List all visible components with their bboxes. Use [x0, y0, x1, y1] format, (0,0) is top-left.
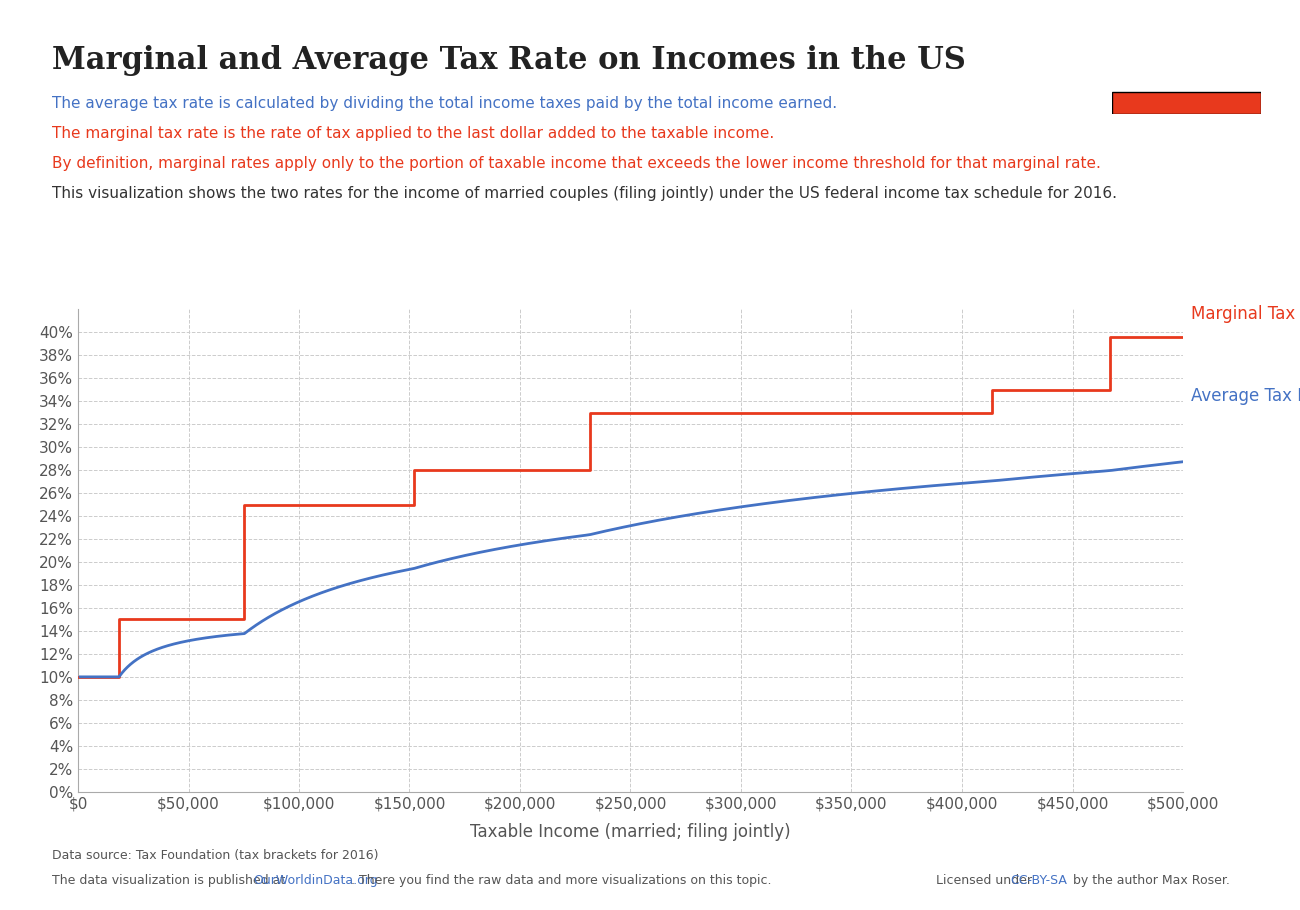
Text: By definition, marginal rates apply only to the portion of taxable income that e: By definition, marginal rates apply only…	[52, 156, 1101, 170]
X-axis label: Taxable Income (married; filing jointly): Taxable Income (married; filing jointly)	[471, 823, 790, 841]
Text: This visualization shows the two rates for the income of married couples (filing: This visualization shows the two rates f…	[52, 186, 1117, 200]
Text: by the author Max Roser.: by the author Max Roser.	[1069, 875, 1230, 887]
Text: The average tax rate is calculated by dividing the total income taxes paid by th: The average tax rate is calculated by di…	[52, 96, 837, 110]
Text: OurWorldinData.org: OurWorldinData.org	[254, 875, 378, 887]
Text: CC-BY-SA: CC-BY-SA	[1010, 875, 1067, 887]
Text: Our World: Our World	[1143, 44, 1230, 59]
Text: The marginal tax rate is the rate of tax applied to the last dollar added to the: The marginal tax rate is the rate of tax…	[52, 126, 775, 140]
Text: The data visualization is published at: The data visualization is published at	[52, 875, 289, 887]
Text: . There you find the raw data and more visualizations on this topic.: . There you find the raw data and more v…	[351, 875, 771, 887]
Text: Data source: Tax Foundation (tax brackets for 2016): Data source: Tax Foundation (tax bracket…	[52, 849, 378, 862]
FancyBboxPatch shape	[1112, 92, 1261, 114]
Text: Marginal and Average Tax Rate on Incomes in the US: Marginal and Average Tax Rate on Incomes…	[52, 46, 966, 76]
Text: in Data: in Data	[1156, 63, 1217, 78]
Text: Average Tax Rate: Average Tax Rate	[1191, 387, 1300, 405]
Text: Licensed under: Licensed under	[936, 875, 1036, 887]
Text: Marginal Tax Rate: Marginal Tax Rate	[1191, 305, 1300, 323]
